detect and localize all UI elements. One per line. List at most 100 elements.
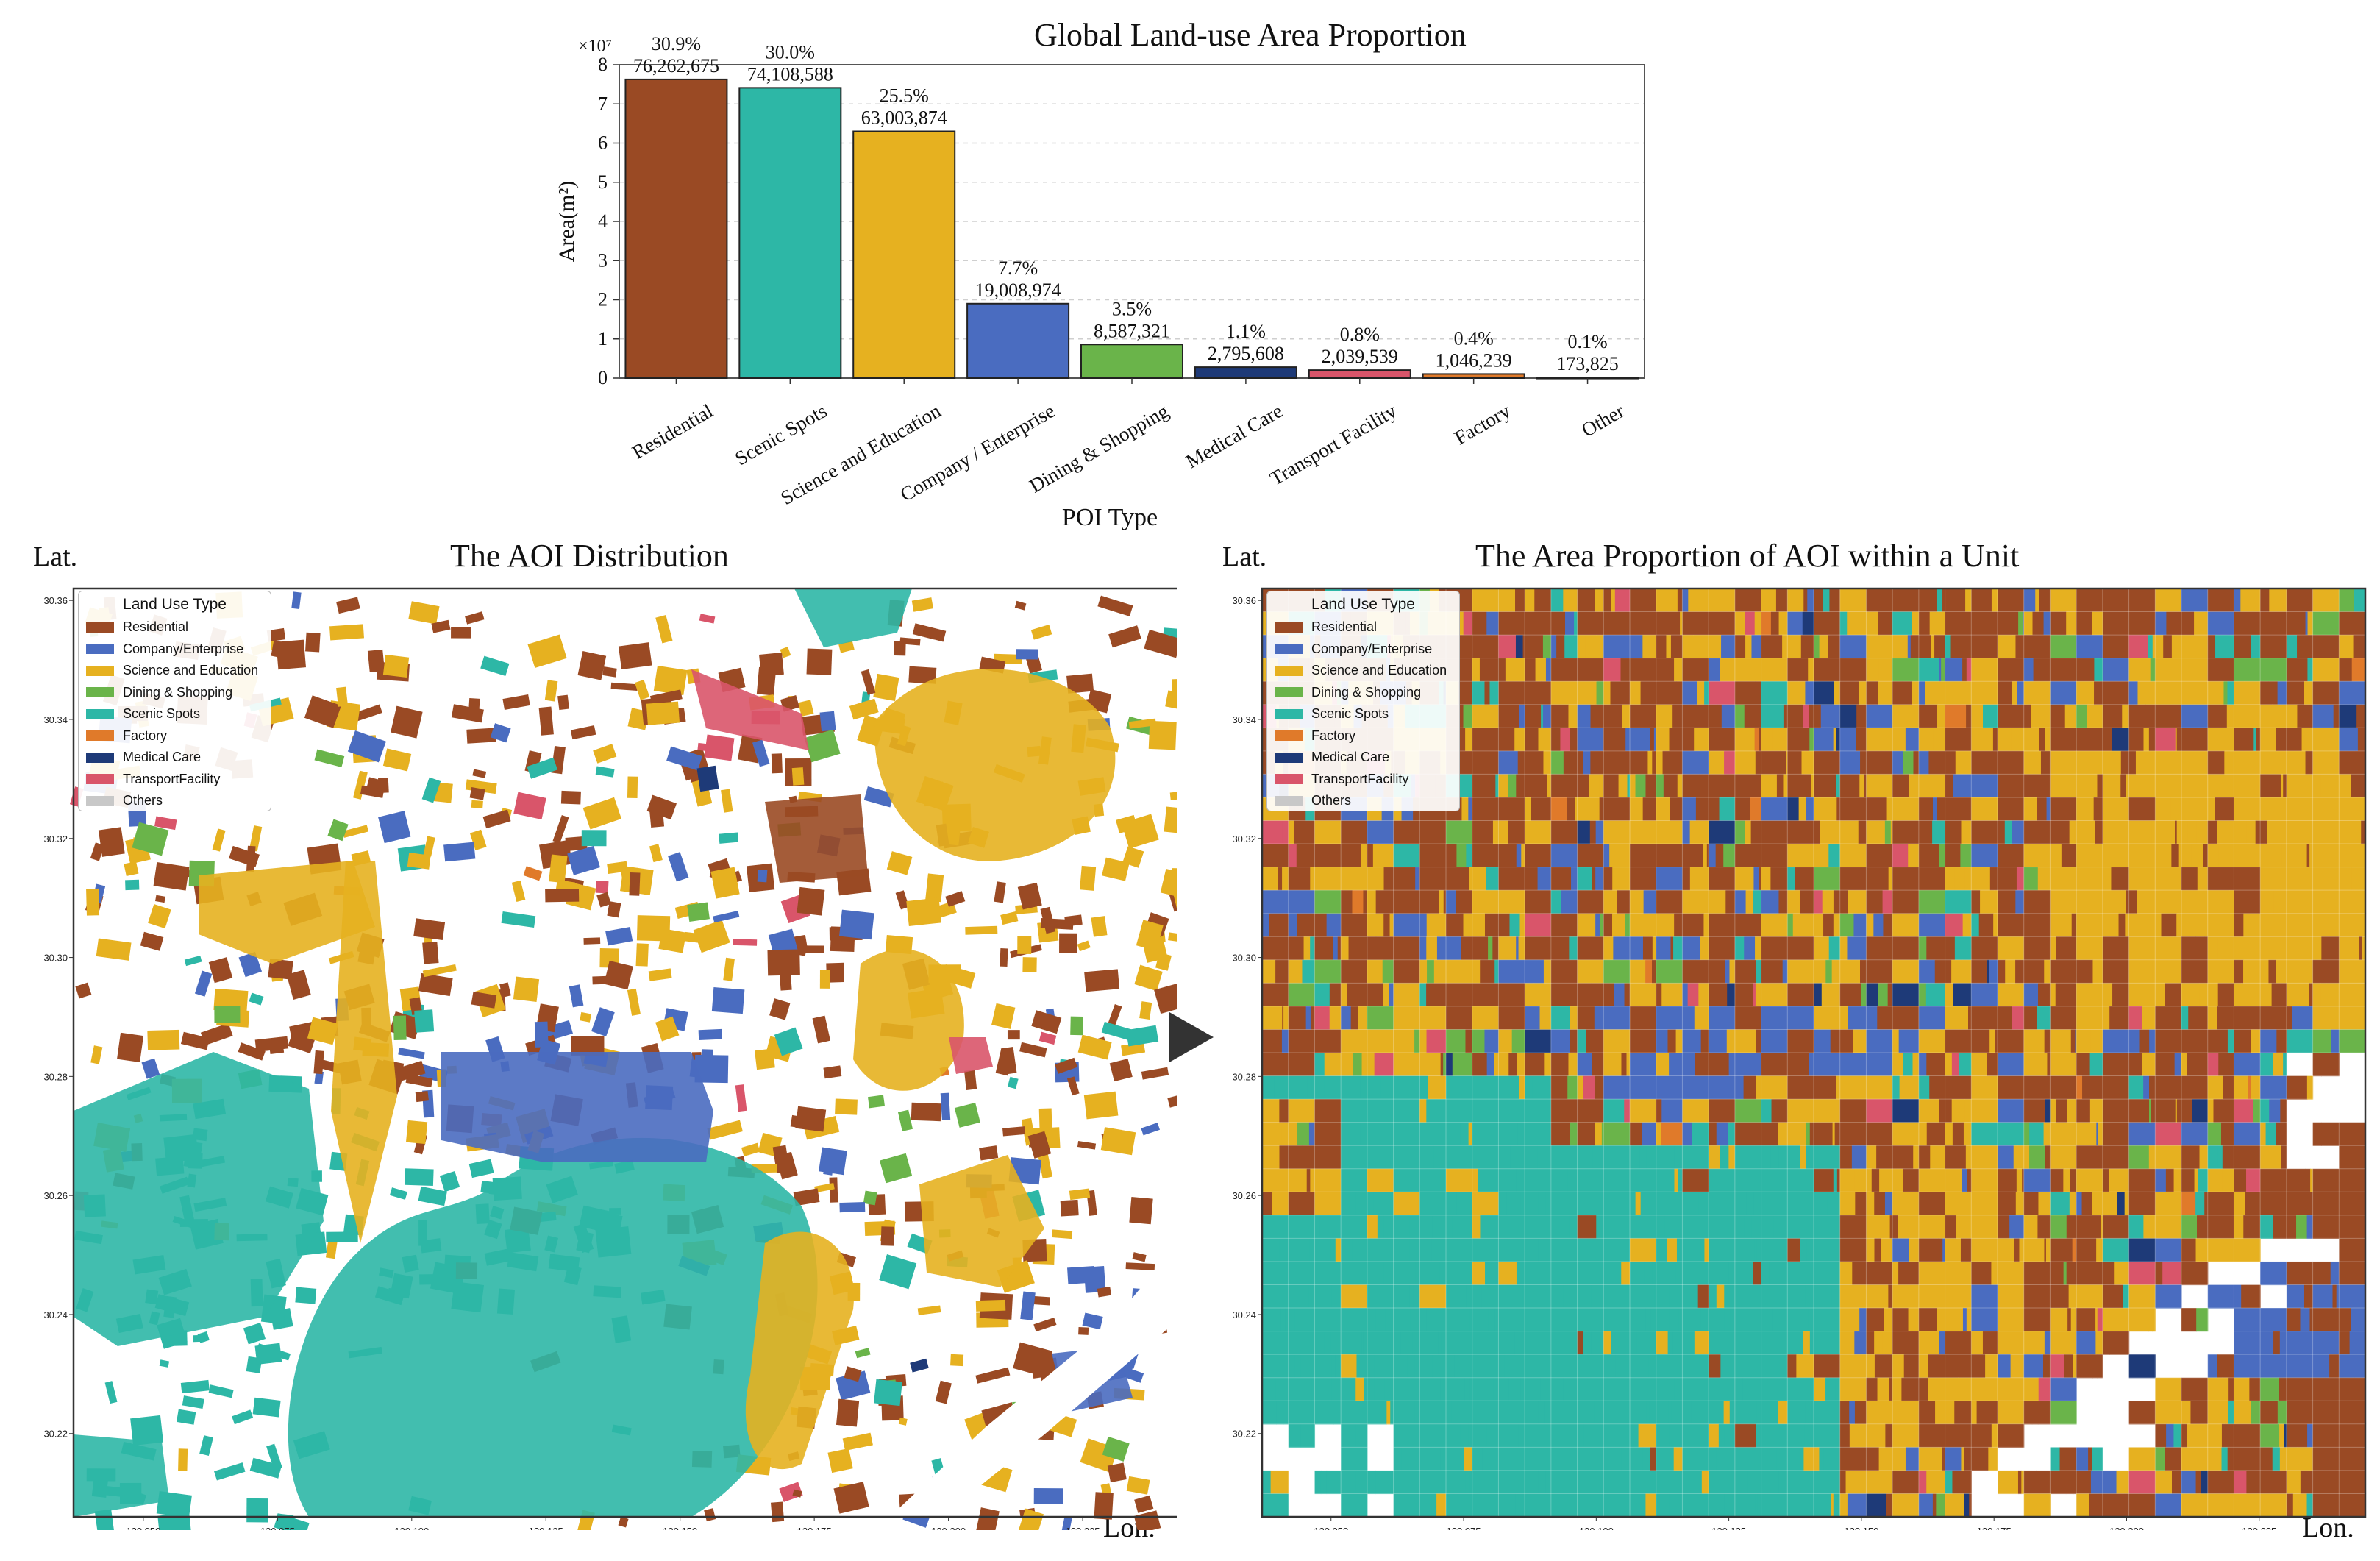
unit-cell xyxy=(1809,1122,1814,1146)
unit-cell xyxy=(1462,681,1473,705)
aoi-parcel xyxy=(405,1168,434,1187)
map-frame xyxy=(72,587,1177,1518)
legend-swatch xyxy=(1275,752,1303,763)
unit-cell xyxy=(1561,1168,1568,1192)
unit-cell xyxy=(1755,681,1762,705)
unit-cell xyxy=(1787,820,1814,844)
unit-cell xyxy=(2142,1493,2156,1518)
legend-swatch xyxy=(1275,665,1303,676)
unit-cell xyxy=(2005,959,2016,984)
unit-cell xyxy=(2102,1006,2110,1031)
aoi-parcel xyxy=(313,1050,324,1075)
legend-item: Factory xyxy=(86,725,263,747)
unit-cell xyxy=(2187,820,2198,844)
unit-cell xyxy=(2360,704,2366,728)
unit-cell xyxy=(2102,1122,2130,1146)
unit-cell xyxy=(1682,1215,1709,1239)
unit-cell xyxy=(1594,1401,1604,1425)
unit-cell xyxy=(2120,1493,2126,1518)
unit-cell xyxy=(1550,1122,1571,1146)
unit-cell xyxy=(1472,867,1487,891)
aoi-parcel xyxy=(472,769,487,778)
aoi-parcel xyxy=(1000,1047,1017,1075)
unit-cell xyxy=(2015,1284,2022,1309)
aoi-parcel xyxy=(1168,932,1177,945)
unit-cell xyxy=(2310,1168,2314,1192)
x-tick-label: 120.075 xyxy=(1447,1526,1481,1530)
unit-cell xyxy=(1630,728,1651,752)
unit-cell xyxy=(2309,983,2314,1007)
unit-cell xyxy=(1885,750,1893,775)
unit-cell xyxy=(1511,1215,1525,1239)
unit-cell xyxy=(1288,1331,1316,1355)
unit-cell xyxy=(1709,750,1725,775)
unit-cell xyxy=(1489,1122,1500,1146)
unit-cell xyxy=(2036,1099,2045,1123)
unit-cell xyxy=(1745,820,1752,844)
unit-cell xyxy=(1624,1099,1629,1123)
unit-cell xyxy=(2281,1145,2287,1170)
unit-cell xyxy=(2246,1470,2252,1495)
unit-cell xyxy=(2155,1447,2166,1471)
unit-cell xyxy=(1262,867,1278,891)
unit-cell xyxy=(1446,1377,1465,1401)
unit-cell xyxy=(2234,1053,2261,1077)
unit-cell xyxy=(2046,797,2051,822)
unit-cell xyxy=(2188,1006,2209,1031)
unit-cell xyxy=(1859,1308,1867,1332)
unit-cell xyxy=(1877,1006,1893,1031)
unit-cell xyxy=(1945,844,1961,868)
unit-cell xyxy=(1486,1423,1494,1448)
aoi-parcel xyxy=(513,792,546,820)
aoi-parcel xyxy=(1121,1042,1146,1056)
unit-cell xyxy=(1341,820,1368,844)
aoi-parcel xyxy=(407,853,431,870)
unit-cell xyxy=(1472,1377,1494,1401)
unit-cell xyxy=(1262,1099,1280,1123)
unit-cell xyxy=(2141,1053,2156,1077)
unit-cell xyxy=(1294,1354,1302,1379)
unit-cell xyxy=(1971,1168,1998,1192)
unit-cell xyxy=(1709,1053,1727,1077)
unit-cell xyxy=(1577,704,1592,728)
unit-cell xyxy=(2234,1284,2242,1309)
unit-cell xyxy=(1648,1029,1657,1053)
unit-cell xyxy=(1592,1145,1604,1170)
unit-cell xyxy=(2062,1053,2077,1077)
unit-cell xyxy=(1498,1215,1511,1239)
unit-cell xyxy=(2207,1122,2222,1146)
unit-cell xyxy=(1456,844,1467,868)
aoi-parcel xyxy=(212,828,226,852)
unit-cell xyxy=(2120,774,2127,798)
unit-cell xyxy=(1567,797,1576,822)
unit-cell xyxy=(1938,1238,1943,1262)
unit-cell xyxy=(1877,1377,1890,1401)
unit-cell xyxy=(2286,820,2314,844)
unit-cell xyxy=(1498,589,1516,613)
unit-cell xyxy=(1903,1053,1914,1077)
unit-cell xyxy=(1839,704,1857,728)
unit-cell xyxy=(1458,1331,1468,1355)
unit-cell xyxy=(1472,1470,1500,1495)
aoi-zone xyxy=(74,1052,324,1346)
unit-cell xyxy=(2155,1261,2163,1286)
unit-cell xyxy=(1988,1447,1998,1471)
aoi-parcel xyxy=(917,1305,941,1315)
unit-cell xyxy=(1761,1261,1770,1286)
unit-cell xyxy=(2321,936,2340,961)
unit-cell xyxy=(2101,844,2103,868)
unit-cell xyxy=(1678,1423,1684,1448)
unit-cell xyxy=(1519,1168,1525,1192)
aoi-parcel xyxy=(482,809,511,829)
unit-cell xyxy=(1787,983,1806,1007)
unit-cell xyxy=(1419,1401,1447,1425)
unit-cell xyxy=(1719,797,1736,822)
x-tick-label: 120.125 xyxy=(1711,1526,1746,1530)
unit-cell xyxy=(2155,913,2162,937)
unit-cell xyxy=(1615,1354,1631,1379)
unit-cell xyxy=(2297,1447,2314,1471)
aoi-parcel xyxy=(819,711,836,732)
unit-cell xyxy=(1410,1308,1420,1332)
unit-cell xyxy=(2095,1308,2098,1332)
unit-cell xyxy=(1978,1331,1984,1355)
